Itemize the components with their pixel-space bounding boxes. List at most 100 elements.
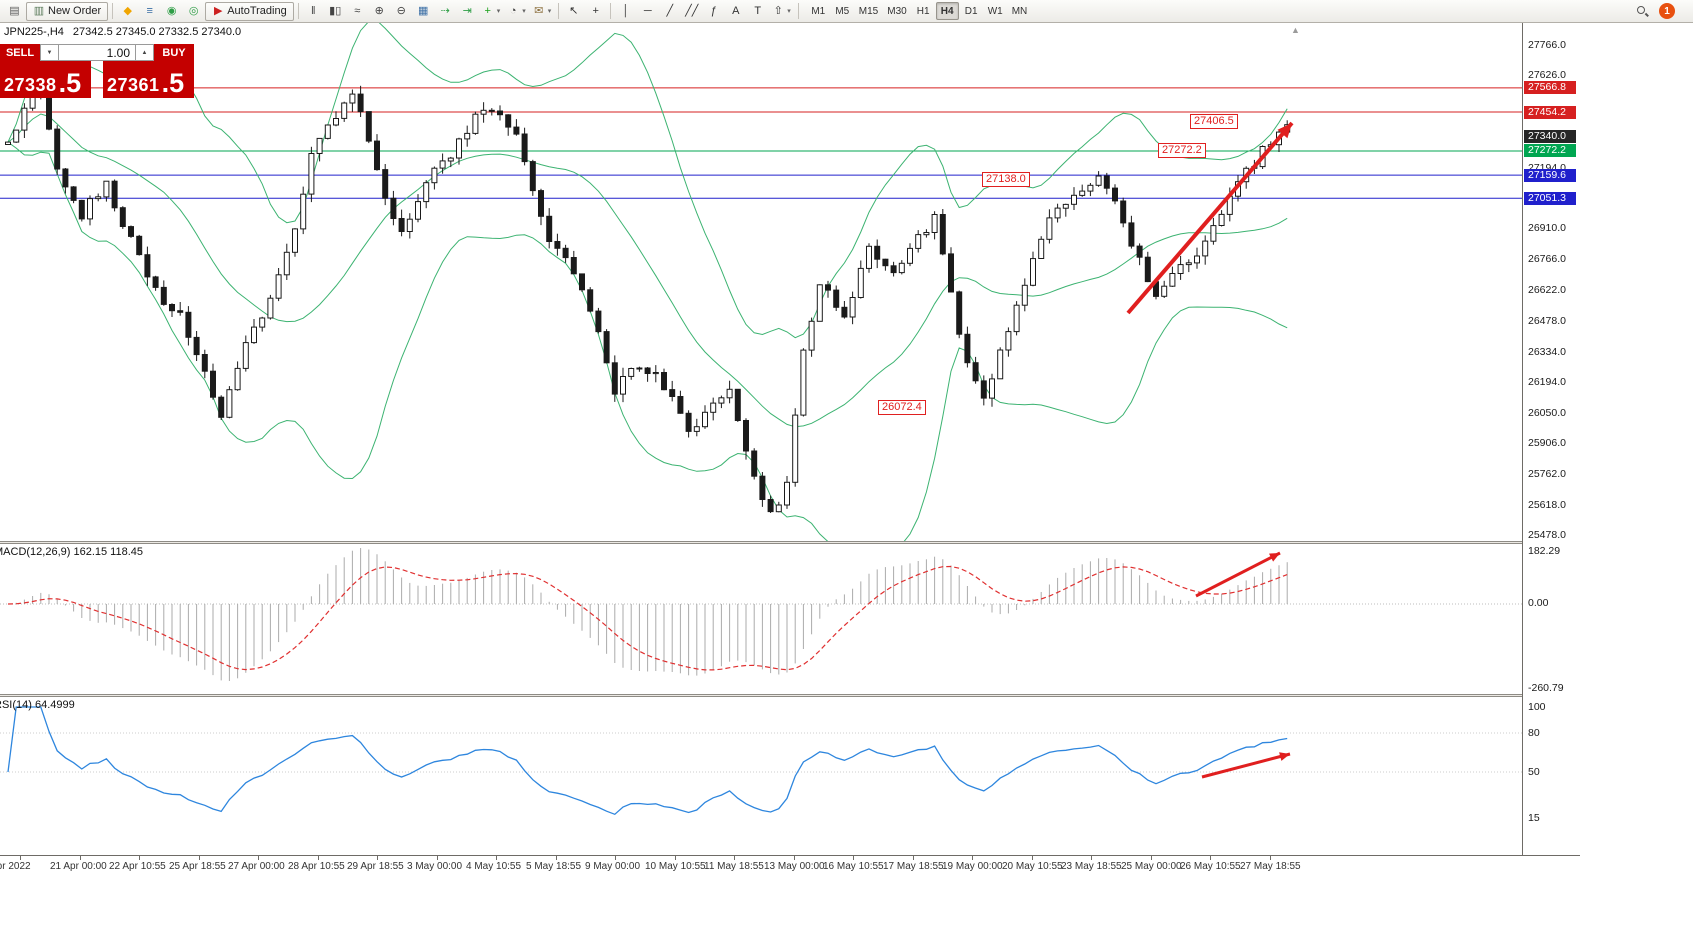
toolbar-divider — [112, 3, 114, 19]
macd-axis-label: 182.29 — [1528, 545, 1561, 557]
price-axis-label: 26766.0 — [1528, 253, 1566, 265]
indicators-list-button[interactable]: + ▾ — [479, 2, 504, 21]
price-annotation[interactable]: 26072.4 — [878, 400, 926, 415]
price-axis-label: 26622.0 — [1528, 284, 1566, 296]
symbol-label: JPN225-,H4 — [4, 26, 64, 38]
trend-arrow-head — [1279, 752, 1290, 761]
rsi-chart[interactable] — [0, 697, 1522, 855]
timeframe-group: M1 M5 M15 M30 H1 H4 D1 W1 MN — [807, 2, 1031, 20]
timeframe-h4-button[interactable]: H4 — [935, 2, 959, 20]
autotrading-button[interactable]: ▶ AutoTrading — [205, 1, 294, 21]
time-axis-label: 26 May 10:55 — [1180, 861, 1241, 872]
time-tick — [1091, 856, 1092, 860]
time-axis-label: 27 May 18:55 — [1240, 861, 1301, 872]
time-axis-label: 13 May 00:00 — [764, 861, 825, 872]
timeframe-m5-button[interactable]: M5 — [831, 2, 854, 20]
time-tick — [258, 856, 259, 860]
price-annotation[interactable]: 27272.2 — [1158, 143, 1206, 158]
macd-histogram — [15, 548, 1288, 681]
auto-scroll-button[interactable]: ⇢ — [435, 2, 456, 21]
timeframe-m1-button[interactable]: M1 — [807, 2, 830, 20]
buy-button[interactable]: BUY — [154, 44, 194, 61]
new-order-button[interactable]: ▥ New Order — [26, 1, 109, 21]
time-axis-label: 25 Apr 18:55 — [169, 861, 226, 872]
timeframe-w1-button[interactable]: W1 — [984, 2, 1007, 20]
time-axis-label: 11 May 18:55 — [704, 861, 764, 872]
volume-up-button[interactable]: ▲ — [135, 44, 154, 61]
timeframe-m30-button[interactable]: M30 — [883, 2, 910, 20]
trend-arrow[interactable] — [1126, 121, 1294, 315]
volume-down-button[interactable]: ▼ — [40, 44, 59, 61]
volume-input[interactable]: 1.00 — [59, 44, 135, 61]
timeframe-h1-button[interactable]: H1 — [912, 2, 935, 20]
notification-badge[interactable]: 1 — [1659, 3, 1675, 19]
templates-menu-button[interactable]: ✉ ▾ — [530, 2, 555, 21]
trend-arrow[interactable] — [1195, 551, 1281, 598]
hline-tool-button[interactable]: ─ — [637, 2, 658, 21]
periods-menu-button[interactable]: ◔ ▾ — [504, 2, 529, 21]
price-chart[interactable] — [0, 23, 1522, 541]
price-annotation[interactable]: 27406.5 — [1190, 114, 1238, 129]
trendline-tool-button[interactable]: ╱ — [659, 2, 680, 21]
trendline-icon: ╱ — [666, 4, 674, 17]
text-tool-button[interactable]: A — [725, 2, 746, 21]
sell-button[interactable]: SELL — [0, 44, 40, 61]
timeframe-d1-button[interactable]: D1 — [960, 2, 983, 20]
data-window-button[interactable]: ◎ — [183, 2, 204, 21]
metaeditor-button[interactable]: ◆ — [117, 2, 138, 21]
sell-price[interactable]: 27338 .5 — [0, 61, 91, 98]
time-tick — [556, 856, 557, 860]
candlesticks — [5, 85, 1291, 513]
label-tool-button[interactable]: T — [747, 2, 768, 21]
time-axis-label: Apr 2022 — [0, 861, 31, 872]
time-tick — [675, 856, 676, 860]
bar-chart-mode-button[interactable]: ‖ — [303, 2, 324, 21]
shapes-menu-button[interactable]: ⇧ ▾ — [769, 2, 794, 21]
panel-splitter[interactable] — [0, 694, 1580, 697]
toolbar-divider — [610, 3, 612, 19]
price-axis-label: 25762.0 — [1528, 468, 1566, 480]
candle-chart-mode-button[interactable]: ▮▯ — [325, 2, 346, 21]
toolbar-divider — [797, 3, 799, 19]
fibonacci-tool-button[interactable]: ƒ — [703, 2, 724, 21]
buy-price-int: 27361 — [107, 75, 160, 95]
rsi-panel[interactable]: RSI(14) 64.4999 — [0, 697, 1522, 855]
time-tick — [437, 856, 438, 860]
price-axis-label: 25618.0 — [1528, 499, 1566, 511]
channel-tool-button[interactable]: ╱╱ — [681, 2, 702, 21]
line-chart-mode-button[interactable]: ≈ — [347, 2, 368, 21]
print-button[interactable]: ≡ — [139, 2, 160, 21]
buy-price[interactable]: 27361 .5 — [103, 61, 194, 98]
timeframe-m15-button[interactable]: M15 — [855, 2, 882, 20]
printer-icon: ≡ — [146, 4, 153, 17]
time-tick — [1032, 856, 1033, 860]
chevron-down-icon: ▾ — [522, 8, 526, 15]
tile-windows-button[interactable]: ▦ — [413, 2, 434, 21]
market-watch-button[interactable]: ◉ — [161, 2, 182, 21]
time-tick — [853, 856, 854, 860]
macd-chart[interactable] — [0, 544, 1522, 694]
macd-panel[interactable]: MACD(12,26,9) 162.15 118.45 — [0, 544, 1522, 694]
time-tick — [318, 856, 319, 860]
price-axis-label: 26478.0 — [1528, 315, 1566, 327]
price-axis-label: 26910.0 — [1528, 222, 1566, 234]
time-tick — [913, 856, 914, 860]
zoom-in-button[interactable]: ⊕ — [369, 2, 390, 21]
new-chart-button[interactable]: ▤ — [4, 2, 25, 21]
panel-splitter[interactable] — [0, 541, 1580, 544]
trend-arrow[interactable] — [1201, 752, 1291, 779]
cursor-tool-button[interactable]: ↖ — [563, 2, 584, 21]
bars-icon: ‖ — [310, 4, 316, 17]
vline-tool-button[interactable]: │ — [615, 2, 636, 21]
timeframe-mn-button[interactable]: MN — [1008, 2, 1032, 20]
sell-price-frac: .5 — [58, 68, 82, 98]
price-axis-label: 26334.0 — [1528, 346, 1566, 358]
time-tick — [80, 856, 81, 860]
crosshair-tool-button[interactable]: + — [585, 2, 606, 21]
chart-shift-button[interactable]: ⇥ — [457, 2, 478, 21]
search-button[interactable] — [1631, 2, 1652, 21]
price-annotation[interactable]: 27138.0 — [982, 172, 1030, 187]
sell-price-int: 27338 — [4, 75, 57, 95]
zoom-out-button[interactable]: ⊖ — [391, 2, 412, 21]
price-chart-panel[interactable]: JPN225-,H4 27342.5 27345.0 27332.5 27340… — [0, 23, 1522, 541]
